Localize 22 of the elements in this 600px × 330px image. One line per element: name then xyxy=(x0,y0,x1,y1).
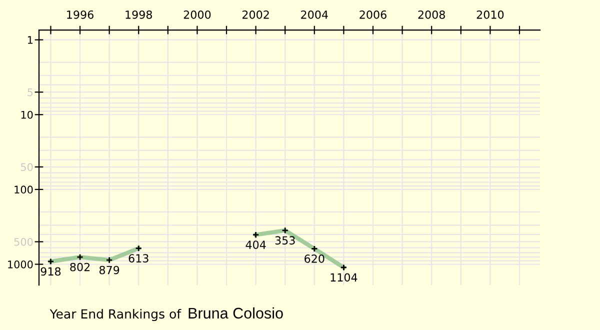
x-tick-label: 2010 xyxy=(476,10,504,19)
data-label: 802 xyxy=(70,262,90,272)
x-tick-label: 2006 xyxy=(360,10,386,19)
x-tick-label: 2000 xyxy=(184,10,211,19)
x-tick-label: 1996 xyxy=(67,10,94,19)
data-label: 918 xyxy=(40,267,61,276)
data-label: 1104 xyxy=(330,273,358,282)
text: Bruna Colosio xyxy=(188,307,283,319)
x-tick-label: 2008 xyxy=(418,10,445,19)
y-tick-label: 10 xyxy=(21,110,33,119)
x-tick-label: 2004 xyxy=(301,10,328,19)
y-tick-label: 100 xyxy=(14,186,33,194)
data-label: 879 xyxy=(99,266,120,274)
text: Year End Rankings of xyxy=(50,308,182,322)
x-tick-label: 2002 xyxy=(242,10,269,19)
data-label: 353 xyxy=(275,236,295,245)
x-tick-label: 1998 xyxy=(126,10,152,19)
data-label: 613 xyxy=(128,254,148,263)
data-label: 404 xyxy=(246,240,266,249)
data-label: 620 xyxy=(304,254,324,263)
y-tick-label: 1 xyxy=(28,36,32,44)
y-tick-label: 1000 xyxy=(8,260,33,268)
